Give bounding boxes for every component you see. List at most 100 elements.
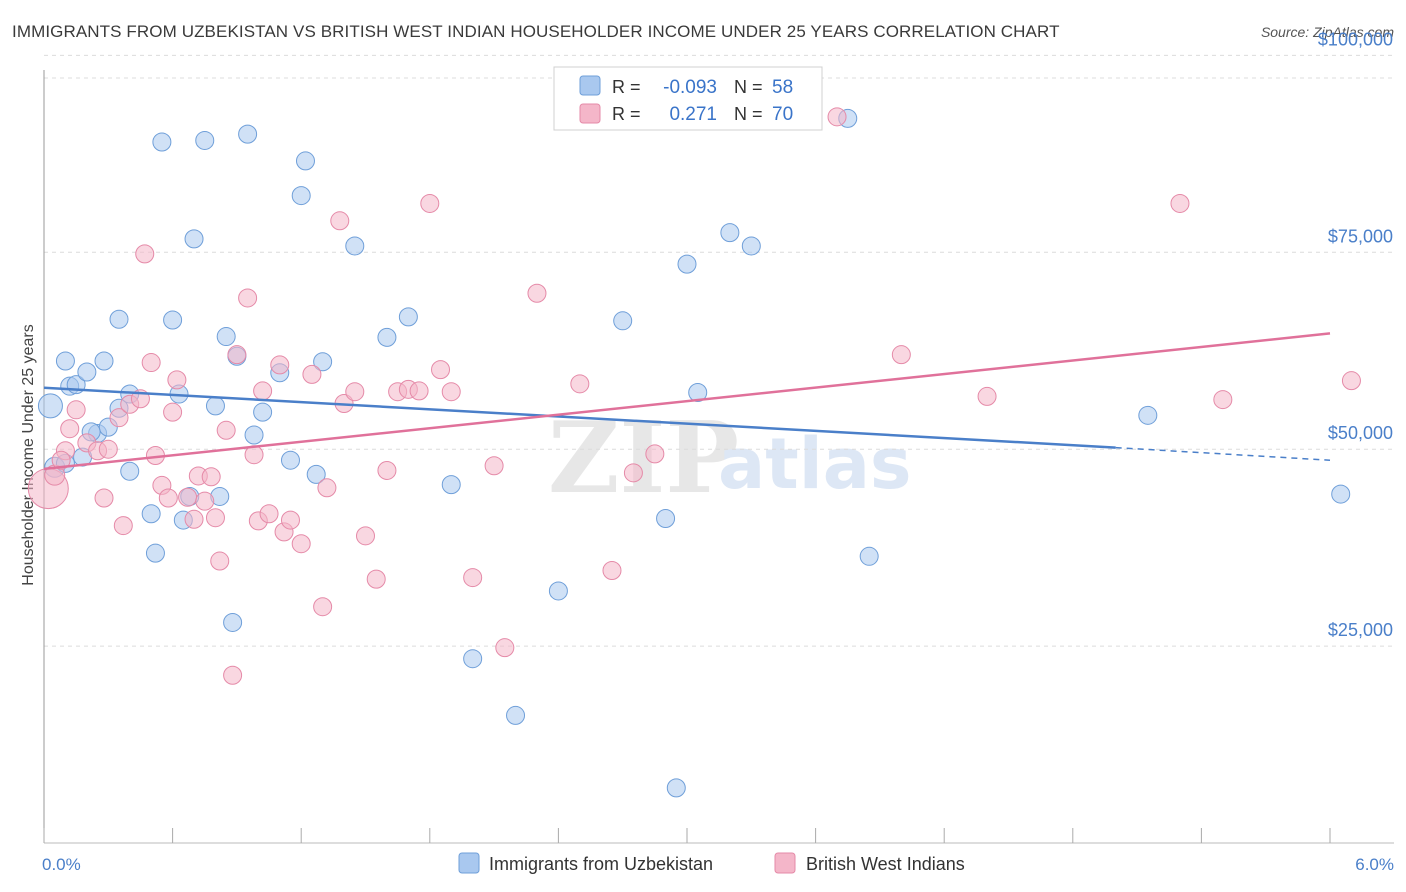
series-bwi-points (27, 107, 1361, 685)
data-point (1138, 405, 1158, 425)
bottom-legend-swatch-uzbekistan (458, 852, 480, 874)
x-axis-ticks (43, 828, 1331, 843)
legend-r-label-1: R = (612, 77, 641, 97)
y-tick-label-1: $50,000 (1328, 423, 1393, 443)
data-point (223, 612, 243, 632)
data-point (77, 362, 97, 382)
data-point (120, 461, 140, 481)
data-point (484, 456, 504, 476)
data-point (135, 244, 155, 264)
data-point (313, 597, 333, 617)
data-point (527, 283, 547, 303)
data-point (178, 487, 198, 507)
data-point (163, 402, 183, 422)
data-point (420, 193, 440, 213)
data-point (158, 488, 178, 508)
data-point (409, 381, 429, 401)
data-point (55, 351, 75, 371)
y-tick-label-0: $25,000 (1328, 620, 1393, 640)
trend-lines (43, 332, 1331, 471)
data-point (113, 516, 133, 536)
data-point (306, 464, 326, 484)
x-tick-label-0: 0.0% (42, 855, 81, 874)
bottom-legend-label-uzbekistan: Immigrants from Uzbekistan (489, 854, 713, 874)
trend-line-extension-0 (1115, 446, 1331, 461)
legend-n-value-2: 70 (772, 104, 793, 125)
data-point (141, 353, 161, 373)
data-point (377, 460, 397, 480)
stats-legend: R = -0.093 N = 58 R = 0.271 N = 70 (553, 66, 823, 131)
data-point (195, 130, 215, 150)
data-point (244, 425, 264, 445)
y-axis-label: Householder Income Under 25 years (20, 324, 37, 585)
y-tick-label-2: $75,000 (1328, 226, 1393, 246)
data-point (227, 345, 247, 365)
legend-n-label-2: N = (734, 104, 763, 124)
data-point (205, 508, 225, 528)
data-point (666, 778, 686, 798)
y-tick-labels: $25,000 $50,000 $75,000 $100,000 (1318, 29, 1393, 640)
data-point (623, 463, 643, 483)
data-point (98, 439, 118, 459)
legend-swatch-uzbekistan (579, 75, 601, 96)
data-point (506, 705, 526, 725)
data-point (295, 151, 315, 171)
data-point (145, 543, 165, 563)
data-point (677, 254, 697, 274)
data-point (152, 132, 172, 152)
data-point (377, 327, 397, 347)
gridlines (44, 54, 1394, 647)
data-point (441, 382, 461, 402)
data-point (602, 560, 622, 580)
legend-r-label-2: R = (612, 104, 641, 124)
data-point (645, 444, 665, 464)
data-point (317, 478, 337, 498)
bottom-legend-swatch-bwi (774, 852, 796, 874)
data-point (366, 569, 386, 589)
data-point (270, 355, 290, 375)
data-point (141, 504, 161, 524)
data-point (613, 311, 633, 331)
data-point (280, 450, 300, 470)
data-point (570, 374, 590, 394)
data-point (345, 382, 365, 402)
data-point (201, 467, 221, 487)
data-point (313, 352, 333, 372)
data-point (398, 307, 418, 327)
data-point (280, 510, 300, 530)
trend-line-0 (43, 386, 1116, 449)
data-point (37, 393, 63, 419)
data-point (977, 386, 997, 406)
data-point (253, 402, 273, 422)
bottom-legend-label-bwi: British West Indians (806, 854, 965, 874)
data-point (291, 534, 311, 554)
data-point (109, 309, 129, 329)
data-point (345, 236, 365, 256)
data-point (330, 211, 350, 231)
data-point (253, 381, 273, 401)
data-point (431, 360, 451, 380)
data-point (223, 665, 243, 685)
data-point (441, 475, 461, 495)
data-point (548, 581, 568, 601)
trend-line-1 (43, 332, 1331, 471)
data-point (205, 396, 225, 416)
data-point (238, 124, 258, 144)
data-point (60, 419, 80, 439)
data-point (1341, 371, 1361, 391)
legend-r-value-2: 0.271 (669, 104, 717, 125)
data-point (216, 327, 236, 347)
data-point (463, 649, 483, 669)
data-point (184, 509, 204, 529)
legend-n-value-1: 58 (772, 77, 793, 98)
data-point (238, 288, 258, 308)
data-point (1170, 193, 1190, 213)
data-point (302, 364, 322, 384)
y-tick-label-3: $100,000 (1318, 29, 1393, 49)
watermark-atlas: atlas (718, 423, 912, 505)
data-point (656, 509, 676, 529)
x-tick-label-1: 6.0% (1355, 855, 1394, 874)
data-point (741, 236, 761, 256)
data-point (291, 186, 311, 206)
data-point (259, 504, 279, 524)
